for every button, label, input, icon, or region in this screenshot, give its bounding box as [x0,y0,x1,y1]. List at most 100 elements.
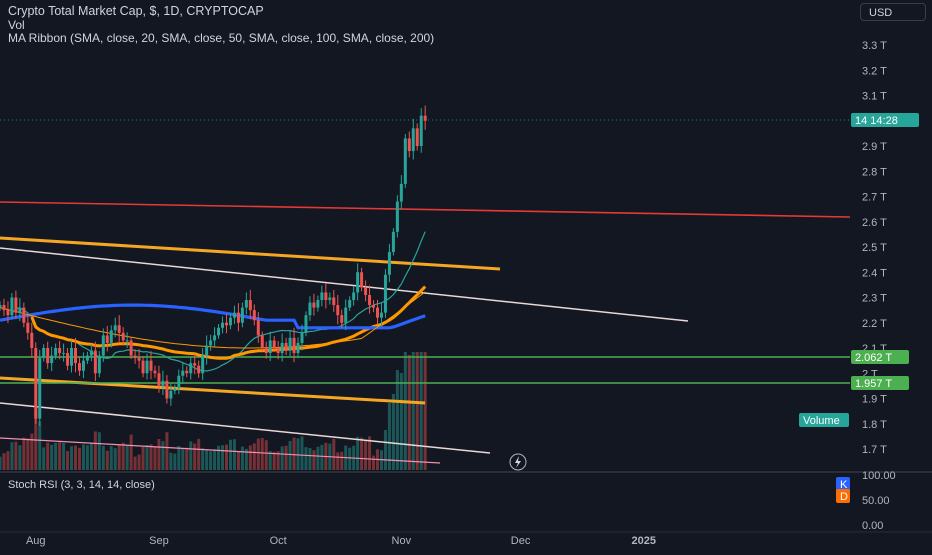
volume-bar [268,451,272,470]
volume-bar [109,446,113,470]
white-trend-line-upper [0,247,689,322]
candle-body [93,350,97,374]
volume-bar [62,443,66,470]
candle-body [284,342,288,351]
volume-bar [0,456,2,470]
candle-body [62,353,66,355]
stoch-d-badge: D [836,489,850,503]
volume-bar [300,436,304,470]
red-resistance-line [0,201,851,218]
volume-bar [81,444,85,470]
price-tick-label: 3.2 T [862,65,887,77]
volume-bar [336,452,340,470]
candle-body [161,380,165,386]
lightning-icon[interactable] [509,453,527,471]
white-trend-line-lower [0,402,491,454]
support-lower-badge-bg [851,376,909,390]
volume-bar [407,355,411,470]
volume-bar [10,442,14,470]
candle-body [169,390,173,399]
support-lower-badge: 1.957 T [851,376,909,390]
pink-trend-line [0,437,441,464]
ma-ribbon-legend: MA Ribbon (SMA, close, 20, SMA, close, 5… [8,31,435,45]
candle-body [360,272,364,288]
volume-bar [165,432,169,470]
candle-body [50,355,54,364]
candle-body [193,363,197,366]
candle-body [101,335,105,356]
volume-bar [288,441,292,470]
candle-body [213,335,217,341]
volume-bar [93,431,97,470]
price-tick-label: 2.9 T [862,141,887,153]
orange-channel-top-line [0,236,501,271]
stoch-tick-label: 100.00 [862,470,896,482]
volume-bar [332,438,336,470]
sma-50-line [30,285,427,360]
candle-body [22,307,26,323]
candle-body [356,272,360,293]
volume-bar [272,451,276,470]
candle-body [26,322,30,333]
volume-bar [153,446,157,470]
volume-bar [240,446,244,470]
volume-bar [177,446,181,470]
candle-body [117,325,121,333]
volume-bar [66,451,70,470]
volume-badge: Volume [799,413,849,427]
volume-bar [105,450,109,470]
volume-bar [368,436,372,470]
support-lower-badge-text: 1.957 T [855,378,892,390]
chart-title: Crypto Total Market Cap, $, 1D, CRYPTOCA… [8,4,264,18]
volume-bar [70,446,74,470]
currency-button[interactable]: USD [860,3,926,21]
volume-bar [173,453,177,470]
candle-body [411,128,415,152]
candle-body [177,375,181,389]
volume-bar [38,421,42,470]
price-tick-label: 2.4 T [862,267,887,279]
volume-bar [117,444,121,470]
candle-body [232,312,236,318]
volume-bar [18,445,22,470]
volume-bar [157,439,161,470]
volume-bar [201,448,205,470]
candle-body [201,355,205,374]
candle-body [141,360,145,374]
support-upper-badge: 2.062 T [851,350,909,364]
candle-body [272,340,276,348]
volume-bar [248,445,252,470]
volume-bar [264,440,268,470]
volume-badge-text: Volume [803,415,840,427]
candle-body [109,330,113,343]
candle-body [14,297,18,313]
volume-bar [197,438,201,470]
candle-body [30,332,34,348]
candle-body [189,363,193,374]
volume-bar [2,453,6,470]
volume-bar [372,455,376,470]
candle-body [205,345,209,356]
candle-body [260,335,264,348]
volume-bar [213,449,217,470]
volume-bar [296,438,300,470]
candle-body [328,297,332,301]
volume-bar [399,373,403,470]
candle-body [81,360,85,371]
candle-body [304,315,308,333]
price-tick-label: 3.1 T [862,91,887,103]
volume-bar [304,447,308,470]
volume-bar [415,352,419,470]
candle-body [217,327,221,336]
candle-body [372,305,376,308]
volume-bar [225,444,228,470]
volume-bar [308,448,312,470]
volume-bar [360,437,364,470]
volume-bar [129,434,133,470]
candle-body [85,355,89,361]
candle-body [332,297,336,306]
volume-bar [58,442,62,470]
candle-body [419,115,423,146]
